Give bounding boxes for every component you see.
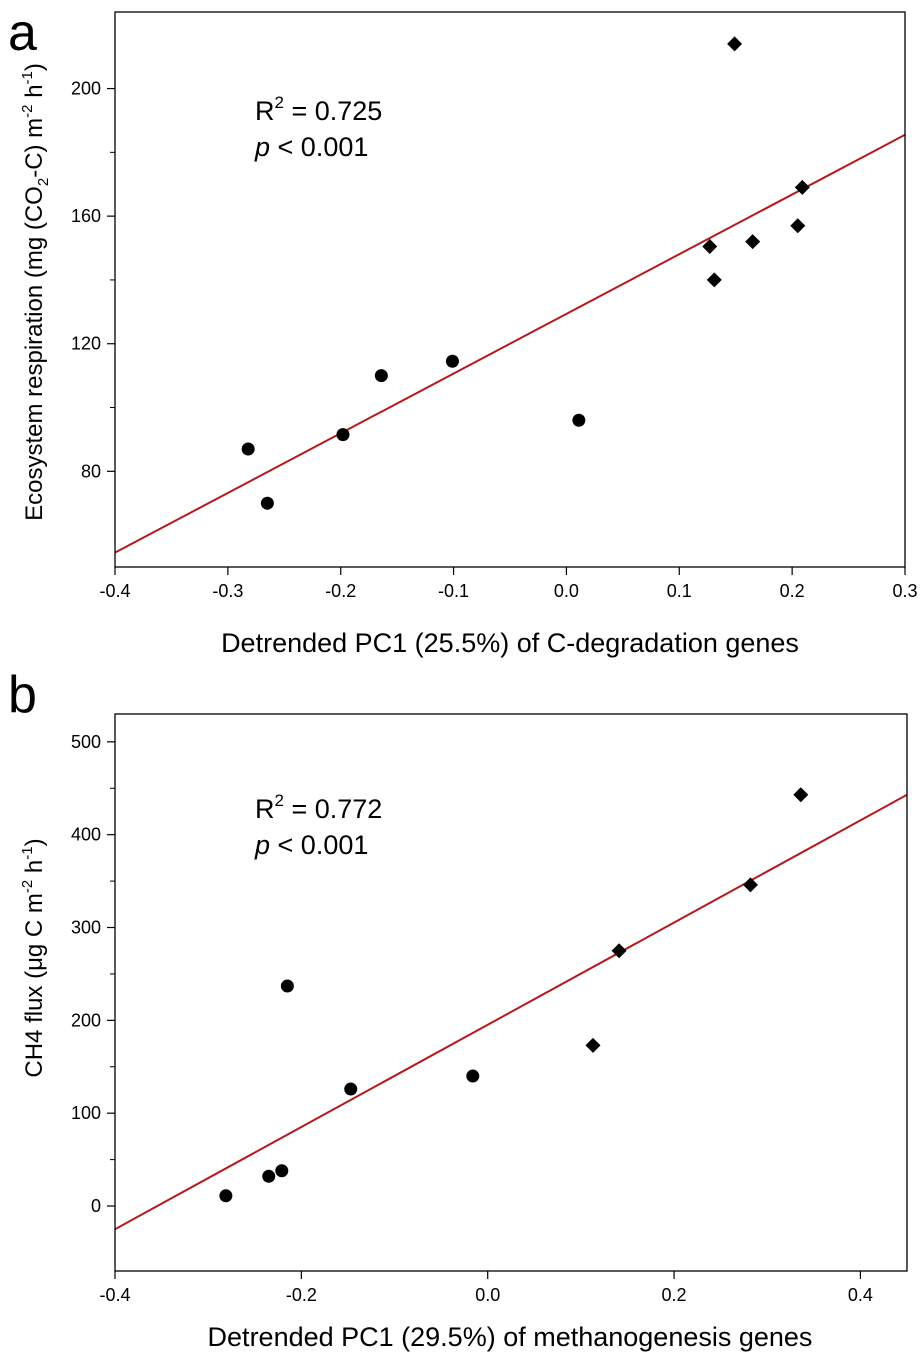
- panel-a-points: [241, 36, 810, 510]
- panel-a-diamond-point: [794, 179, 810, 195]
- panel-b-fit-line: [114, 793, 908, 1231]
- panel-a-y-tick-label: 160: [71, 206, 101, 226]
- panel-a-circle-point: [336, 428, 350, 442]
- panel-b-x-tick-label: 0.4: [848, 1285, 873, 1305]
- panel-a-x-tick-label: 0.1: [667, 581, 692, 601]
- panel-b-r-squared: R2 = 0.772: [255, 791, 382, 824]
- panel-b-x-tick-label: 0.2: [662, 1285, 687, 1305]
- panel-b-diamond-point: [793, 787, 809, 803]
- panel-b-circle-point: [344, 1082, 358, 1096]
- panel-a-fit-line: [114, 133, 906, 554]
- panel-b-circle-point: [466, 1069, 480, 1083]
- panel-b-x-tick-label: 0.0: [475, 1285, 500, 1305]
- panel-a-diamond-point: [702, 238, 718, 254]
- panel-a-y-tick-label: 200: [71, 79, 101, 99]
- panel-a-ticks: -0.4 -0.3 -0.2 -0.1 0.0 0.1 0.2 0.3 80 120 160 200: [71, 79, 918, 601]
- panel-b-y-tick-label: 100: [71, 1103, 101, 1123]
- panel-b-diamond-point: [585, 1037, 601, 1053]
- panel-b-ticks: -0.4 -0.2 0.0 0.2 0.4 0 100 200 300 400 500: [71, 732, 873, 1305]
- panel-a-frame: [114, 11, 906, 568]
- panel-b-x-tick-label: -0.4: [99, 1285, 130, 1305]
- panel-b-y-tick-label: 200: [71, 1010, 101, 1030]
- panel-b-circle-point: [262, 1169, 276, 1183]
- panel-a-x-tick-label: 0.2: [780, 581, 805, 601]
- panel-b-y-tick-label: 500: [71, 732, 101, 752]
- panel-a-x-tick-label: -0.2: [325, 581, 356, 601]
- panel-a-p-value: p < 0.001: [254, 132, 368, 162]
- panel-a-diamond-point: [745, 234, 761, 250]
- panel-a-circle-point: [241, 442, 255, 456]
- panel-b-circle-point: [219, 1189, 233, 1203]
- panel-b-frame: [114, 713, 908, 1272]
- panel-b-diamond-point: [742, 877, 758, 893]
- panel-a-x-tick-label: 0.3: [892, 581, 917, 601]
- panel-a: a -0.4 -0.3 -0.2 -0.1 0.0 0.1 0.2 0.3 80 120 160 20…: [8, 4, 918, 658]
- panel-a-x-axis-title: Detrended PC1 (25.5%) of C-degradation g…: [221, 628, 799, 658]
- panel-a-y-axis-title: Ecosystem respiration (mg (CO2-C) m-2 h-…: [19, 63, 52, 521]
- panel-a-diamond-point: [706, 272, 722, 288]
- panel-b-p-value: p < 0.001: [254, 830, 368, 860]
- panel-b-points: [219, 787, 809, 1203]
- panel-a-letter: a: [8, 4, 37, 62]
- panel-b-diamond-point: [611, 943, 627, 959]
- panel-a-circle-point: [572, 413, 586, 427]
- panel-b-y-tick-label: 400: [71, 825, 101, 845]
- panel-b-letter: b: [8, 666, 37, 724]
- panel-b-y-tick-label: 0: [91, 1196, 101, 1216]
- panel-a-x-tick-label: -0.3: [212, 581, 243, 601]
- panel-a-circle-point: [374, 369, 388, 383]
- panel-b-y-axis-title: CH4 flux (μg C m-2 h-1): [19, 838, 48, 1077]
- panel-b-x-axis-title: Detrended PC1 (29.5%) of methanogenesis …: [208, 1322, 813, 1352]
- panel-a-x-tick-label: -0.4: [99, 581, 130, 601]
- panel-a-y-tick-label: 120: [71, 334, 101, 354]
- panel-b-y-tick-label: 300: [71, 918, 101, 938]
- panel-a-diamond-point: [790, 218, 806, 234]
- panel-a-circle-point: [260, 496, 274, 510]
- panel-a-circle-point: [445, 354, 459, 368]
- panel-a-r-squared: R2 = 0.725: [255, 93, 382, 126]
- panel-b-x-tick-label: -0.2: [286, 1285, 317, 1305]
- panel-b-circle-point: [275, 1164, 289, 1178]
- panel-b: b -0.4 -0.2 0.0 0.2 0.4 0 100 200 300 400 500 R2 =…: [8, 666, 908, 1352]
- panel-a-x-tick-label: -0.1: [438, 581, 469, 601]
- panel-a-y-tick-label: 80: [81, 461, 101, 481]
- panel-a-diamond-point: [727, 36, 743, 52]
- panel-b-circle-point: [280, 979, 294, 993]
- panel-a-x-tick-label: 0.0: [554, 581, 579, 601]
